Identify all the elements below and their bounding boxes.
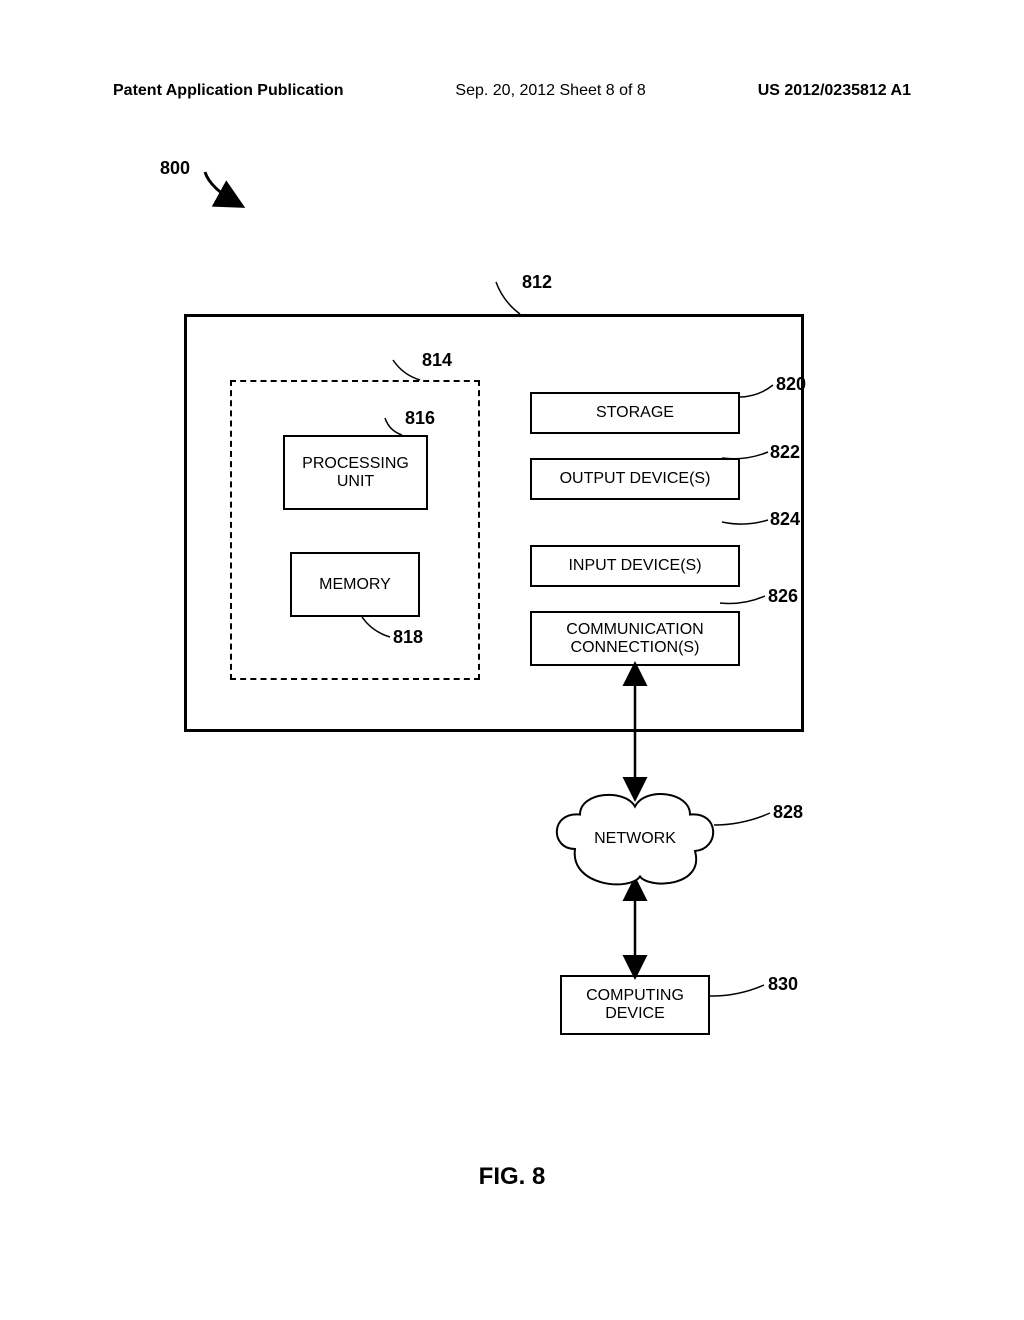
ref-820: 820: [776, 374, 806, 395]
ref-822: 822: [770, 442, 800, 463]
svg-layer: [0, 0, 1024, 1320]
ref-814: 814: [422, 350, 452, 371]
figure-diagram: PROCESSING UNIT MEMORY STORAGE OUTPUT DE…: [0, 0, 1024, 1320]
ref-816: 816: [405, 408, 435, 429]
ref-818: 818: [393, 627, 423, 648]
figure-label: FIG. 8: [0, 1163, 1024, 1191]
ref-828: 828: [773, 802, 803, 823]
network-cloud: NETWORK: [555, 797, 715, 882]
ref-812: 812: [522, 272, 552, 293]
network-label: NETWORK: [594, 830, 676, 848]
ref-824: 824: [770, 509, 800, 530]
ref-830: 830: [768, 974, 798, 995]
ref-800: 800: [160, 158, 190, 179]
ref-826: 826: [768, 586, 798, 607]
